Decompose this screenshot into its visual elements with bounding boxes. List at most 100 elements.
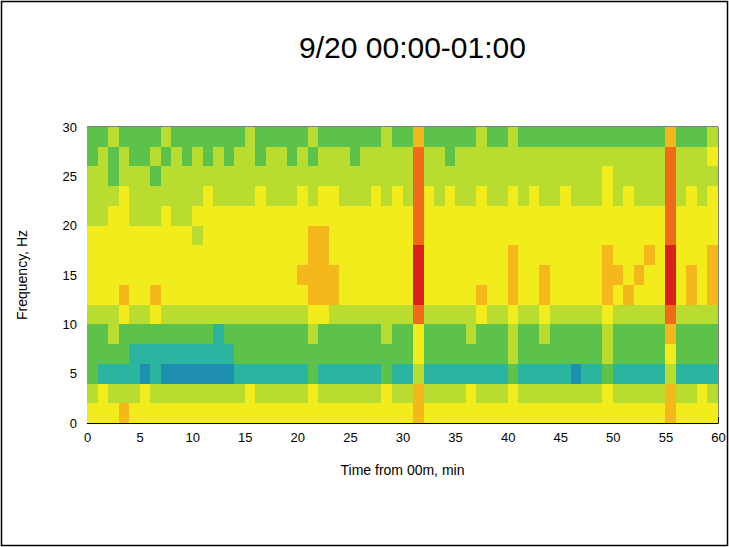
cell [434,265,445,285]
cell [213,324,224,344]
cell [560,166,571,186]
cell [508,265,519,285]
cell [350,265,361,285]
cell [381,364,392,384]
cell [308,403,319,423]
cell [403,324,414,344]
cell [203,265,214,285]
cell [287,206,298,226]
cell [403,206,414,226]
cell [613,344,624,364]
cell [276,166,287,186]
cell [529,344,540,364]
cell [245,305,256,325]
cell [182,206,193,226]
cell [613,403,624,423]
cell [98,344,109,364]
cell [634,166,645,186]
cell [276,324,287,344]
cell [602,166,613,186]
cell [497,147,508,167]
plot: 051015202530354045505560051015202530 [63,120,726,446]
cell [140,147,151,167]
cell [87,147,98,167]
cell [182,226,193,246]
cell [571,285,582,305]
cell [455,245,466,265]
cell [529,226,540,246]
cell [98,324,109,344]
cell [581,384,592,404]
cell [308,344,319,364]
cell [487,265,498,285]
cell [297,206,308,226]
cell [266,265,277,285]
cell [476,324,487,344]
cell [529,285,540,305]
cell [150,147,161,167]
cell [518,127,529,147]
cell [571,186,582,206]
cell [140,324,151,344]
cell [150,265,161,285]
cell [539,384,550,404]
cell [508,226,519,246]
cell [276,206,287,226]
cell [665,285,676,305]
cell [255,226,266,246]
cell [245,127,256,147]
cell [308,285,319,305]
cell [213,285,224,305]
cell [466,305,477,325]
cell [360,305,371,325]
cell [445,226,456,246]
cell [318,127,329,147]
cell [424,344,435,364]
cell [129,403,140,423]
cell [87,324,98,344]
cell [539,324,550,344]
cell [203,147,214,167]
cell [445,305,456,325]
cell [381,226,392,246]
cell [161,127,172,147]
cell [602,265,613,285]
cell [466,403,477,423]
cell [203,403,214,423]
cell [213,384,224,404]
cell [213,403,224,423]
cell [676,265,687,285]
cell [371,305,382,325]
cell [339,186,350,206]
cell [392,265,403,285]
cell [707,324,718,344]
cell [297,186,308,206]
cell [318,265,329,285]
cell [350,285,361,305]
cell [676,186,687,206]
cell [623,384,634,404]
cell [360,206,371,226]
cell [87,186,98,206]
cell [581,305,592,325]
cell [150,285,161,305]
cell [213,186,224,206]
cell [381,245,392,265]
cell [592,324,603,344]
cell [644,245,655,265]
cell [329,403,340,423]
y-tick-label: 30 [63,120,77,135]
cell [466,384,477,404]
cell [98,265,109,285]
cell [686,403,697,423]
cell [655,127,666,147]
cell [403,186,414,206]
cell [255,127,266,147]
cell [329,226,340,246]
cell [381,265,392,285]
cell [192,127,203,147]
cell [665,384,676,404]
cell [140,206,151,226]
cell [497,206,508,226]
cell [203,226,214,246]
